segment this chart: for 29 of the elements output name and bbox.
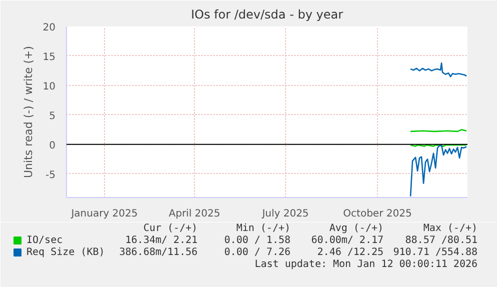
- y-tick-label: 15: [42, 52, 56, 63]
- text: 16.34m/ 2.21: [125, 235, 198, 246]
- line-series: [410, 62, 468, 78]
- text: 88.57 /80.51: [405, 235, 478, 246]
- x-tick-label: July 2025: [261, 208, 309, 220]
- x-tick-label: January 2025: [70, 208, 138, 220]
- text: Last update: Mon Jan 12 00:00:11 2026: [254, 259, 478, 270]
- text: 0.00 / 7.26: [224, 247, 291, 258]
- legend-label: Req Size (KB): [26, 247, 105, 258]
- text: Cur (-/+): [143, 223, 198, 234]
- y-tick-label: 5: [49, 110, 56, 122]
- chart-title: IOs for /dev/sda - by year: [190, 8, 344, 22]
- text: Min (-/+): [236, 223, 291, 234]
- line-series: [410, 144, 468, 197]
- text: Avg (-/+): [329, 223, 384, 234]
- y-tick-label: -5: [46, 170, 56, 181]
- legend-label: IO/sec: [26, 235, 63, 246]
- y-tick-label: 10: [42, 81, 56, 92]
- text: 0.00 / 1.58: [224, 235, 291, 246]
- y-tick-label: 20: [42, 22, 56, 34]
- text: 60.00m/ 2.17: [311, 235, 384, 246]
- text: 910.71 /554.88: [393, 247, 478, 258]
- x-tick-label: April 2025: [168, 208, 220, 220]
- text: Max (-/+): [423, 223, 478, 234]
- text: 386.68m/11.56: [119, 247, 198, 258]
- x-tick-label: October 2025: [343, 208, 412, 220]
- y-tick-label: 0: [49, 140, 56, 152]
- y-axis-title: Units read (-) / write (+): [22, 46, 35, 178]
- text: 2.46 /12.25: [317, 247, 384, 258]
